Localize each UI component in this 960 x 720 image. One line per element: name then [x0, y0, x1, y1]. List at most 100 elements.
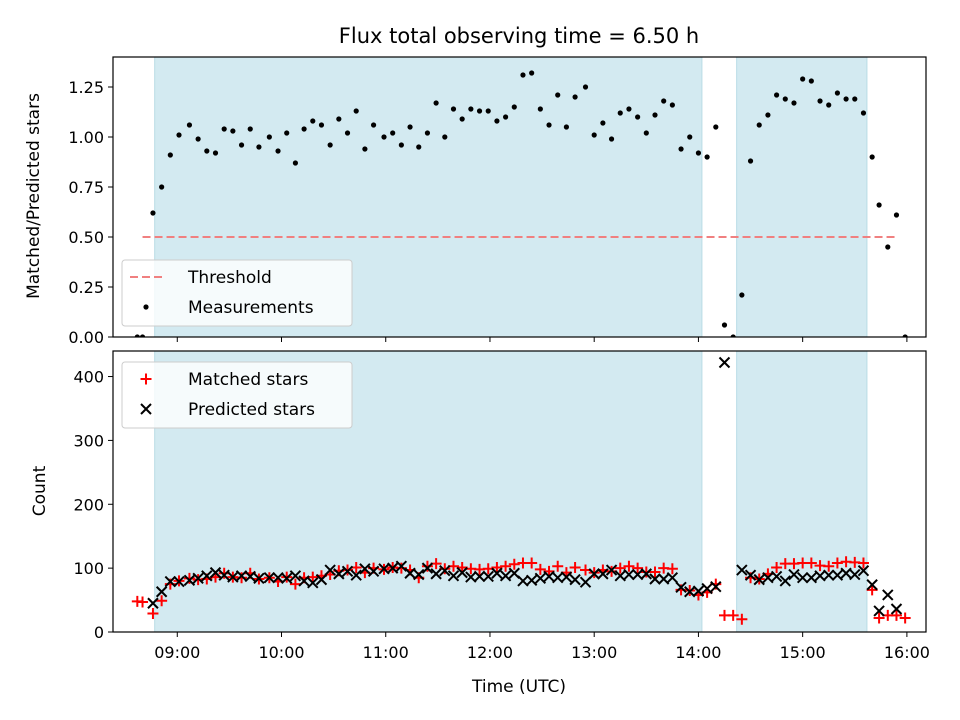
data-point	[730, 334, 736, 337]
data-point	[491, 567, 503, 579]
data-point	[608, 136, 615, 142]
y-tick-label: 0	[94, 623, 104, 642]
data-point	[661, 98, 667, 104]
legend-swatch	[143, 304, 149, 310]
data-point	[315, 573, 328, 586]
data-point	[459, 116, 465, 122]
data-point	[652, 112, 658, 118]
data-point	[395, 560, 408, 572]
legend-box	[121, 361, 353, 429]
x-tick-label: 10:00	[258, 643, 304, 662]
data-point	[563, 124, 570, 130]
data-point	[266, 134, 272, 140]
data-point	[788, 568, 800, 581]
data-point	[560, 571, 573, 583]
data-point	[433, 100, 439, 106]
x-tick-label: 16:00	[884, 643, 930, 662]
data-point	[543, 565, 555, 577]
y-tick-label: 300	[73, 431, 104, 450]
data-point	[204, 148, 210, 154]
series-measurements	[134, 70, 908, 337]
data-point	[318, 122, 325, 128]
data-point	[736, 613, 748, 625]
data-point	[195, 136, 201, 142]
data-point	[569, 561, 581, 573]
data-point	[704, 154, 710, 160]
data-point	[341, 565, 354, 578]
data-point	[747, 158, 754, 164]
data-point	[289, 578, 301, 590]
data-point	[831, 569, 844, 581]
series-predicted-stars	[147, 356, 903, 617]
data-point	[744, 569, 757, 581]
data-point	[890, 603, 903, 615]
data-point	[201, 570, 213, 582]
data-point	[635, 114, 641, 120]
data-point	[209, 566, 222, 579]
data-point	[800, 76, 806, 82]
data-point	[450, 106, 457, 112]
data-point	[843, 96, 849, 102]
data-point	[805, 557, 817, 569]
data-point	[774, 92, 780, 98]
data-point	[710, 580, 722, 593]
data-point	[721, 322, 728, 328]
data-point	[511, 104, 517, 110]
data-point	[866, 584, 878, 596]
data-point	[482, 570, 494, 583]
data-point	[150, 210, 156, 216]
data-point	[407, 124, 413, 130]
data-point	[381, 134, 387, 140]
y-tick-label: 0.50	[68, 228, 104, 247]
data-point	[669, 102, 675, 108]
data-point	[796, 572, 809, 584]
data-point	[623, 568, 635, 581]
data-point	[736, 564, 748, 576]
y-tick-label: 100	[73, 559, 104, 578]
data-point	[529, 70, 535, 76]
data-point	[147, 597, 159, 609]
y-tick-label: 0.00	[68, 328, 104, 347]
y-tick-label: 200	[73, 495, 104, 514]
data-point	[857, 557, 869, 569]
data-point	[753, 573, 765, 586]
data-point	[192, 572, 204, 585]
data-point	[649, 566, 661, 578]
data-point	[499, 570, 512, 582]
data-point	[849, 568, 861, 581]
top-y-axis-label: Matched/Predicted stars	[24, 93, 44, 299]
top-panel: 0.00 0.25 0.50 0.75 1.00 1.25 Threshold Measure…	[68, 56, 927, 347]
data-point	[649, 573, 661, 585]
data-point	[695, 150, 702, 156]
data-point	[626, 106, 632, 112]
data-point	[823, 560, 835, 572]
data-point	[275, 148, 281, 154]
data-point	[857, 564, 870, 577]
legend-label: Matched stars	[188, 370, 308, 390]
data-point	[370, 122, 377, 128]
plot-area	[131, 356, 911, 625]
data-point	[468, 106, 474, 112]
data-point	[439, 563, 451, 575]
axes-frame	[112, 350, 927, 633]
data-point	[159, 184, 165, 190]
x-axis-label: Time (UTC)	[471, 677, 566, 697]
data-point	[873, 612, 885, 624]
data-point	[186, 122, 193, 128]
data-point	[902, 334, 908, 337]
data-point	[301, 126, 307, 132]
data-point	[640, 568, 653, 580]
data-point	[701, 582, 713, 595]
data-point	[823, 569, 835, 581]
data-point	[713, 124, 719, 130]
data-point	[890, 609, 902, 621]
y-tick-label: 0.75	[68, 178, 104, 197]
data-point	[421, 560, 433, 572]
legend-box	[121, 259, 353, 327]
data-point	[473, 570, 486, 583]
data-point	[692, 585, 705, 597]
data-point	[183, 572, 195, 584]
data-point	[298, 575, 310, 587]
axes-frame	[112, 56, 927, 338]
data-point	[176, 132, 182, 138]
